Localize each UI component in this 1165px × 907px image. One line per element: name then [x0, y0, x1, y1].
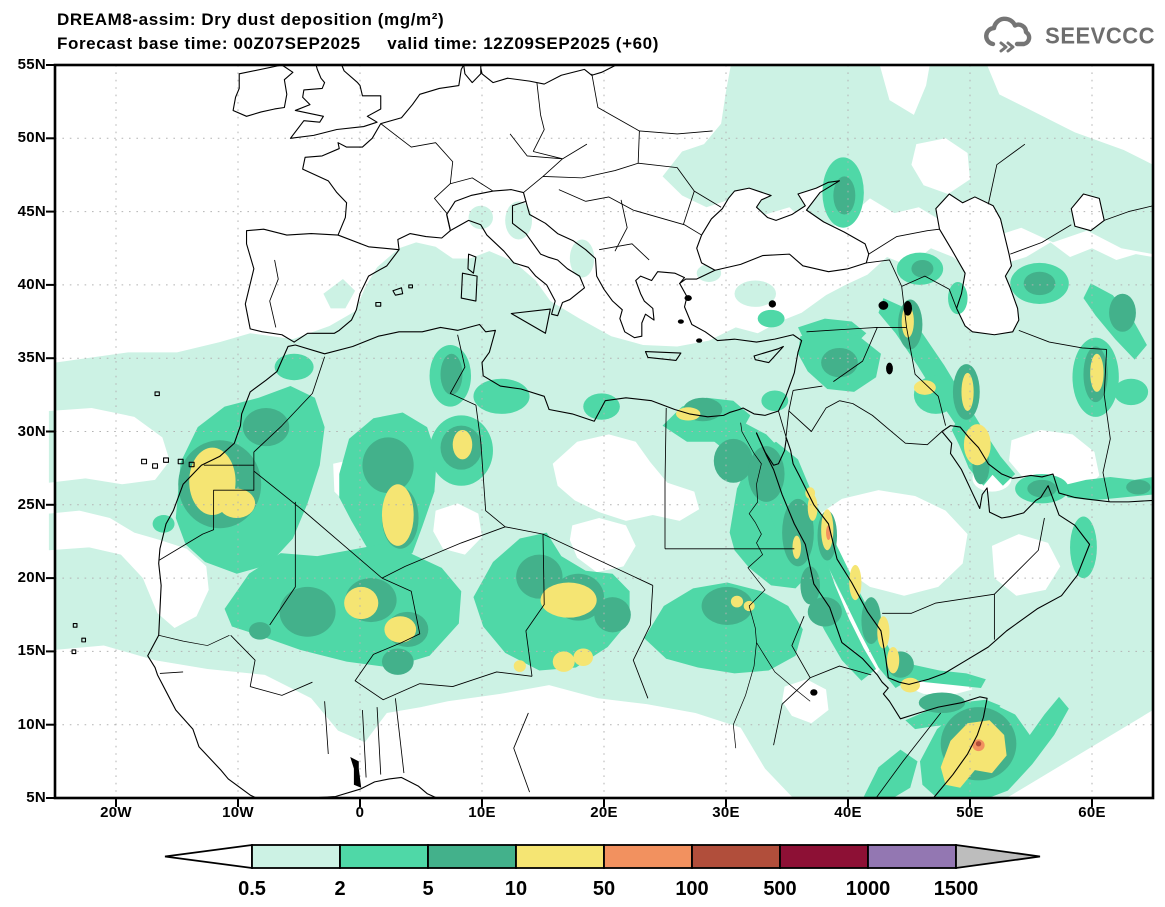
legend-segment	[515, 844, 605, 869]
legend-value: 1500	[934, 878, 979, 900]
lon-tick-label: 50E	[956, 804, 984, 821]
lon-tick-label: 20E	[590, 804, 618, 821]
dust-contour-layer	[48, 65, 1153, 799]
color-scale: 0.5 2 5 10 50 100 500 1000 1500	[164, 843, 1041, 900]
legend-value: 100	[675, 878, 708, 900]
legend-segment	[867, 844, 957, 869]
legend-segment	[339, 844, 429, 869]
lat-tick-label: 5N	[26, 789, 46, 806]
graticule	[55, 65, 1153, 798]
brand-logo: SEEVCCC	[981, 16, 1155, 56]
legend-segment	[603, 844, 693, 869]
lon-tick-label: 10W	[222, 804, 254, 821]
legend-segment	[779, 844, 869, 869]
brand-name: SEEVCCC	[1045, 22, 1155, 49]
coastline-layer	[72, 65, 1153, 798]
lon-tick-label: 10E	[468, 804, 496, 821]
lat-tick-label: 30N	[17, 422, 46, 440]
lat-tick-label: 15N	[17, 642, 46, 660]
legend-value: 1000	[846, 878, 891, 900]
lat-tick-label: 45N	[17, 202, 46, 220]
legend-value: 2	[334, 878, 345, 900]
legend-segment	[691, 844, 781, 869]
lat-tick-label: 40N	[17, 275, 46, 293]
lon-tick-label: 30E	[712, 804, 740, 821]
map-frame	[46, 63, 1155, 807]
page-title: DREAM8-assim: Dry dust deposition (mg/m²…	[57, 10, 445, 29]
lon-tick-label: 0	[355, 804, 365, 821]
legend-segment	[427, 844, 517, 869]
lat-tick-label: 10N	[17, 715, 46, 733]
lat-tick-label: 35N	[17, 349, 46, 367]
legend-value: 0.5	[238, 878, 266, 900]
lat-tick-label: 50N	[17, 129, 46, 147]
lat-tick-label: 55N	[17, 56, 46, 73]
legend-value: 5	[422, 878, 433, 900]
lon-tick-label: 20W	[100, 804, 132, 821]
legend-segment	[251, 844, 341, 869]
legend-value: 50	[593, 878, 615, 900]
title-block: DREAM8-assim: Dry dust deposition (mg/m²…	[57, 8, 659, 56]
legend-value: 500	[763, 878, 796, 900]
lat-tick-label: 25N	[17, 495, 46, 513]
forecast-time-subtitle: Forecast base time: 00Z07SEP2025 valid t…	[57, 34, 659, 53]
legend-value: 10	[505, 878, 527, 900]
lon-tick-label: 40E	[834, 804, 862, 821]
legend-under-arrow	[164, 843, 253, 870]
legend-over-arrow	[955, 843, 1041, 870]
cloud-icon	[984, 16, 1032, 53]
lon-tick-label: 60E	[1078, 804, 1106, 821]
lat-tick-label: 20N	[17, 569, 46, 587]
